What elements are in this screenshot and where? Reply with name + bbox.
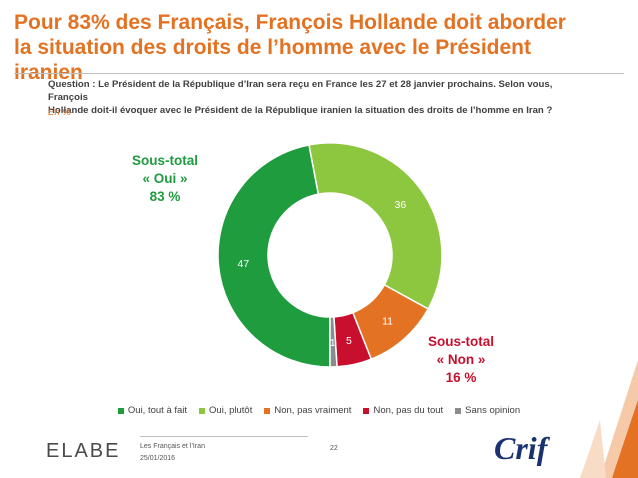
unit-label: En %: [48, 107, 71, 118]
legend-item-2: Oui, plutôt: [199, 405, 252, 416]
donut-slice-label-2: 36: [395, 199, 407, 211]
donut-slice-label-5: 1: [330, 337, 336, 349]
elabe-logo: ELABE: [46, 440, 121, 462]
legend-swatch-3: [264, 407, 271, 414]
subtotal-non-line-3: 16 %: [445, 370, 477, 385]
legend-label-5: Sans opinion: [465, 405, 521, 416]
legend-swatch-4: [363, 407, 370, 414]
donut-slice-1: [217, 144, 331, 368]
legend-item-4: Non, pas du tout: [363, 405, 443, 416]
donut-slice-label-1: 47: [238, 258, 250, 270]
page-number: 22: [330, 445, 338, 452]
question-line-2: Hollande doit-il évoquer avec le Préside…: [48, 105, 553, 116]
legend-label-1: Oui, tout à fait: [127, 405, 188, 416]
legend-swatch-2: [199, 407, 206, 414]
donut-slice-2: [308, 142, 443, 310]
title-line-1: Pour 83% des Français, François Hollande…: [14, 11, 566, 34]
crif-logo: Crif: [494, 430, 548, 466]
chart-legend: Oui, tout à fait Oui, plutôt Non, pas vrai…: [0, 405, 638, 416]
subtotal-oui-line-1: Sous-total: [132, 153, 198, 168]
donut-slice-label-4: 5: [346, 335, 352, 347]
footer-info: Les Français et l’Iran 25/01/2016: [140, 441, 205, 465]
legend-label-3: Non, pas vraiment: [274, 405, 352, 416]
subtotal-non: Sous-total « Non » 16 %: [418, 333, 504, 387]
subtotal-non-line-2: « Non »: [436, 352, 486, 367]
subtotal-oui-line-2: « Oui »: [142, 171, 188, 186]
legend-item-5: Sans opinion: [455, 405, 520, 416]
title-divider: [14, 73, 624, 74]
legend-swatch-1: [117, 407, 124, 414]
legend-swatch-5: [455, 407, 462, 414]
page-title: Pour 83% des Français, François Hollande…: [14, 10, 574, 85]
footer-line-2: 25/01/2016: [140, 455, 176, 462]
legend-item-1: Oui, tout à fait: [117, 405, 188, 416]
title-line-2: la situation des droits de l’homme avec …: [14, 36, 531, 84]
legend-label-2: Oui, plutôt: [209, 405, 253, 416]
legend-item-3: Non, pas vraiment: [264, 405, 351, 416]
subtotal-oui: Sous-total « Oui » 83 %: [122, 152, 208, 206]
footer-divider: [140, 436, 308, 437]
footer-line-1: Les Français et l’Iran: [140, 443, 205, 450]
donut-slice-5: [329, 316, 338, 368]
legend-label-4: Non, pas du tout: [373, 405, 444, 416]
donut-slice-label-3: 11: [382, 315, 393, 327]
survey-question: Question : Le Président de la République…: [48, 78, 588, 117]
subtotal-oui-line-3: 83 %: [149, 189, 181, 204]
subtotal-non-line-1: Sous-total: [428, 334, 494, 349]
question-line-1: Question : Le Président de la République…: [48, 79, 553, 103]
